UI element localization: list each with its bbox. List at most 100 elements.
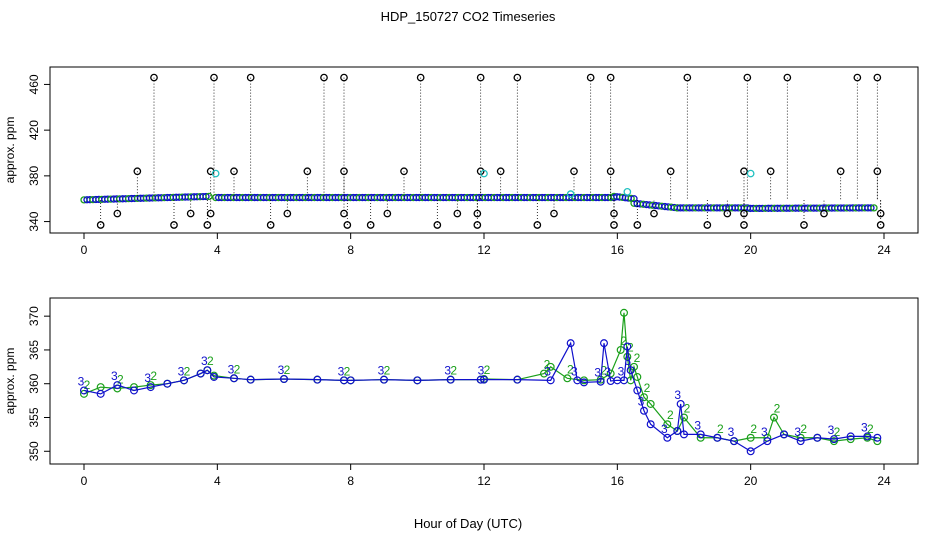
outlier-point bbox=[633, 221, 642, 229]
baseline-point bbox=[867, 204, 875, 212]
series-2-point bbox=[663, 420, 672, 429]
series-2-marker: 2 bbox=[207, 354, 214, 368]
outlier-point bbox=[703, 221, 712, 229]
x-tick-label: 20 bbox=[744, 243, 758, 257]
series-2-point bbox=[623, 352, 632, 361]
series-2-point bbox=[769, 413, 778, 422]
series-3-point bbox=[873, 433, 882, 442]
outlier-point bbox=[513, 73, 522, 82]
outlier-point bbox=[683, 73, 692, 82]
series-3-point bbox=[579, 378, 588, 387]
series-2-marker: 2 bbox=[150, 369, 157, 383]
x-tick-label: 8 bbox=[347, 243, 354, 257]
series-3-point bbox=[513, 375, 522, 384]
outlier-point bbox=[766, 167, 775, 176]
cyan-point bbox=[623, 188, 632, 196]
series-2-marker: 2 bbox=[184, 364, 191, 378]
outlier-point bbox=[740, 209, 748, 218]
series-3-marker: 3 bbox=[661, 422, 668, 436]
series-3-point bbox=[246, 375, 255, 384]
cyan-point bbox=[746, 169, 755, 178]
series-3-point bbox=[599, 339, 608, 348]
outlier-point bbox=[610, 209, 618, 218]
series-2-point bbox=[616, 345, 625, 354]
series-3-marker: 3 bbox=[338, 364, 345, 378]
series-3-line bbox=[83, 341, 878, 452]
x-tick-label: 24 bbox=[877, 474, 891, 488]
outlier-point bbox=[246, 73, 255, 82]
series-3-point bbox=[566, 339, 575, 348]
outlier-point bbox=[340, 209, 348, 218]
series-2-marker: 2 bbox=[84, 378, 91, 392]
series-2-point bbox=[679, 413, 688, 422]
series-3-marker: 3 bbox=[638, 395, 645, 409]
cyan-point bbox=[566, 190, 575, 198]
outlier-point bbox=[873, 73, 882, 82]
y-tick-label: 340 bbox=[27, 211, 41, 231]
y-tick-label: 420 bbox=[27, 120, 41, 140]
series-3-point bbox=[596, 377, 605, 386]
y-axis-label: approx. ppm bbox=[3, 348, 17, 415]
x-tick-label: 0 bbox=[81, 243, 88, 257]
outlier-point bbox=[150, 73, 158, 82]
series-2-point bbox=[746, 433, 755, 442]
series-2-marker: 2 bbox=[117, 372, 124, 386]
series-2-marker: 2 bbox=[634, 351, 641, 365]
series-3-point bbox=[623, 342, 632, 351]
outlier-point bbox=[206, 209, 215, 218]
outlier-point bbox=[320, 73, 328, 82]
x-tick-label: 12 bbox=[477, 243, 491, 257]
series-2-point bbox=[546, 362, 555, 371]
outlier-point bbox=[496, 167, 505, 176]
outlier-point bbox=[743, 73, 752, 82]
x-axis-label: Hour of Day (UTC) bbox=[414, 516, 522, 531]
series-3-marker: 3 bbox=[378, 364, 385, 378]
outlier-point bbox=[400, 167, 408, 176]
series-3-point bbox=[673, 427, 682, 436]
outlier-point bbox=[343, 221, 352, 229]
outlier-point bbox=[453, 209, 462, 218]
series-3-marker: 3 bbox=[178, 364, 185, 378]
series-2-point bbox=[846, 435, 855, 444]
series-3-marker: 3 bbox=[201, 354, 208, 368]
series-3-marker: 3 bbox=[728, 425, 735, 439]
series-3-point bbox=[163, 379, 172, 388]
series-2-point bbox=[619, 308, 628, 317]
series-3-marker: 3 bbox=[228, 362, 235, 376]
y-axis-label: approx. ppm bbox=[3, 117, 17, 184]
series-3-point bbox=[196, 369, 205, 378]
series-3-point bbox=[746, 447, 755, 456]
cyan-point bbox=[211, 169, 220, 178]
series-3-point bbox=[663, 433, 672, 442]
chart-title: HDP_150727 CO2 Timeseries bbox=[381, 9, 556, 24]
outlier-point bbox=[740, 167, 748, 176]
series-3-point bbox=[210, 372, 219, 381]
series-3-point bbox=[813, 433, 822, 442]
series-3-point bbox=[619, 376, 628, 385]
series-3-point bbox=[696, 430, 705, 439]
series-3-marker: 3 bbox=[144, 371, 151, 385]
series-3-marker: 3 bbox=[111, 369, 118, 383]
series-3-point bbox=[679, 430, 688, 439]
x-tick-label: 20 bbox=[744, 474, 758, 488]
outlier-point bbox=[876, 209, 885, 218]
series-2-marker: 2 bbox=[644, 381, 651, 395]
series-3-marker: 3 bbox=[604, 365, 611, 379]
series-2-marker: 2 bbox=[567, 362, 574, 376]
series-3-marker: 3 bbox=[571, 364, 578, 378]
outlier-point bbox=[266, 221, 275, 229]
x-tick-label: 4 bbox=[214, 243, 221, 257]
outlier-point bbox=[133, 167, 142, 176]
series-2-marker: 2 bbox=[867, 422, 874, 436]
outlier-point bbox=[230, 167, 238, 176]
baseline-point bbox=[202, 192, 210, 201]
series-3-point bbox=[863, 432, 872, 441]
plot-frame bbox=[49, 66, 919, 234]
series-3-point bbox=[546, 376, 555, 385]
series-3-marker: 3 bbox=[674, 388, 681, 402]
outlier-point bbox=[740, 221, 748, 229]
series-2-marker: 2 bbox=[344, 364, 351, 378]
x-tick-label: 16 bbox=[611, 243, 625, 257]
